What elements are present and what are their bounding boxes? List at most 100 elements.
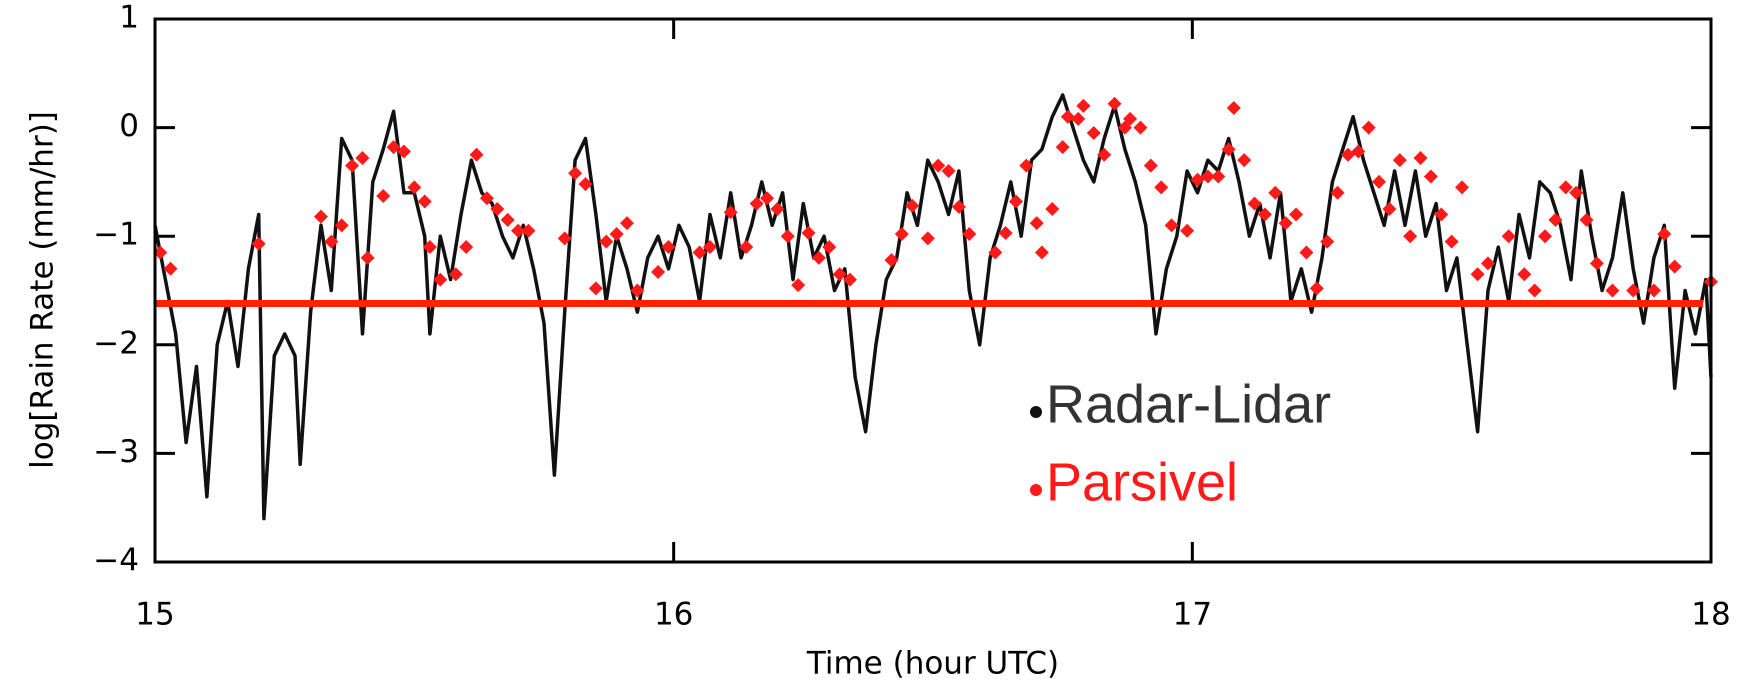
data-point <box>962 227 977 242</box>
y-tick-label: 1 <box>119 0 139 36</box>
data-point <box>1200 169 1215 184</box>
data-point <box>988 245 1003 260</box>
data-point <box>1361 120 1376 135</box>
data-point <box>1340 147 1355 162</box>
data-point <box>334 218 349 233</box>
data-point <box>1211 169 1226 184</box>
data-point <box>1626 283 1641 298</box>
data-point <box>511 223 526 238</box>
data-point <box>500 212 515 227</box>
legend-label: Parsivel <box>1046 452 1238 512</box>
data-point <box>469 147 484 162</box>
data-line <box>153 93 1713 521</box>
data-point <box>599 234 614 249</box>
data-point <box>1480 256 1495 271</box>
data-point <box>1444 234 1459 249</box>
data-point <box>661 240 676 255</box>
data-point <box>1278 216 1293 231</box>
data-point <box>324 234 339 249</box>
data-point <box>1501 229 1516 244</box>
data-point <box>1190 172 1205 187</box>
data-point <box>1309 281 1324 296</box>
data-point <box>1237 153 1252 168</box>
data-point <box>313 209 328 224</box>
data-point <box>1382 202 1397 217</box>
data-point <box>951 199 966 214</box>
data-point <box>801 225 816 240</box>
data-point <box>811 250 826 265</box>
data-point <box>1434 207 1449 222</box>
data-point <box>1247 196 1262 211</box>
data-point <box>433 272 448 287</box>
x-tick-label: 15 <box>135 597 174 633</box>
data-point <box>557 231 572 246</box>
data-point <box>832 267 847 282</box>
data-point <box>1517 267 1532 282</box>
data-point <box>251 236 266 251</box>
data-point <box>360 250 375 265</box>
data-point <box>749 196 764 211</box>
data-point <box>931 158 946 173</box>
plot-frame <box>153 17 1713 564</box>
data-point <box>1289 207 1304 222</box>
y-tick-label: −4 <box>93 543 139 579</box>
data-point <box>702 240 717 255</box>
data-point <box>1423 169 1438 184</box>
data-point <box>791 278 806 293</box>
data-point <box>448 267 463 282</box>
legend-marker <box>1030 406 1042 418</box>
data-point <box>1470 267 1485 282</box>
data-point <box>1071 111 1086 126</box>
y-tick-label: 0 <box>119 108 139 144</box>
data-point <box>1558 180 1573 195</box>
data-point <box>1008 194 1023 209</box>
data-point <box>692 245 707 260</box>
data-point <box>723 205 738 220</box>
data-point <box>770 202 785 217</box>
data-point <box>1034 245 1049 260</box>
data-point <box>1299 245 1314 260</box>
y-tick-label: −3 <box>93 434 139 470</box>
data-point <box>386 140 401 155</box>
y-tick-label: −2 <box>93 325 139 361</box>
data-point <box>1455 180 1470 195</box>
data-point <box>1086 126 1101 141</box>
x-tick-label: 16 <box>654 597 693 633</box>
data-point <box>588 281 603 296</box>
data-point <box>619 216 634 231</box>
legend-marker <box>1030 484 1042 496</box>
data-point <box>376 189 391 204</box>
data-point <box>760 191 775 206</box>
data-point <box>1667 259 1682 274</box>
data-point <box>1226 101 1241 116</box>
data-point <box>153 245 168 260</box>
data-point <box>920 231 935 246</box>
data-point <box>894 227 909 242</box>
data-point <box>1019 158 1034 173</box>
data-point <box>905 198 920 213</box>
data-point <box>780 229 795 244</box>
data-point <box>1569 185 1584 200</box>
data-point <box>1605 283 1620 298</box>
data-point <box>422 240 437 255</box>
data-point <box>1164 218 1179 233</box>
x-tick-label: 18 <box>1691 597 1730 633</box>
data-point <box>568 166 583 181</box>
data-point <box>1107 96 1122 111</box>
data-point <box>1403 229 1418 244</box>
data-point <box>1257 207 1272 222</box>
data-point <box>998 225 1013 240</box>
data-point <box>1372 174 1387 189</box>
data-point <box>1268 185 1283 200</box>
data-point <box>884 253 899 268</box>
data-point <box>630 283 645 298</box>
data-point <box>1579 212 1594 227</box>
data-point <box>609 227 624 242</box>
data-point <box>739 240 754 255</box>
legend-label: Radar-Lidar <box>1046 374 1331 434</box>
data-point <box>163 261 178 276</box>
y-tick-label: −1 <box>93 217 139 253</box>
data-point <box>417 194 432 209</box>
